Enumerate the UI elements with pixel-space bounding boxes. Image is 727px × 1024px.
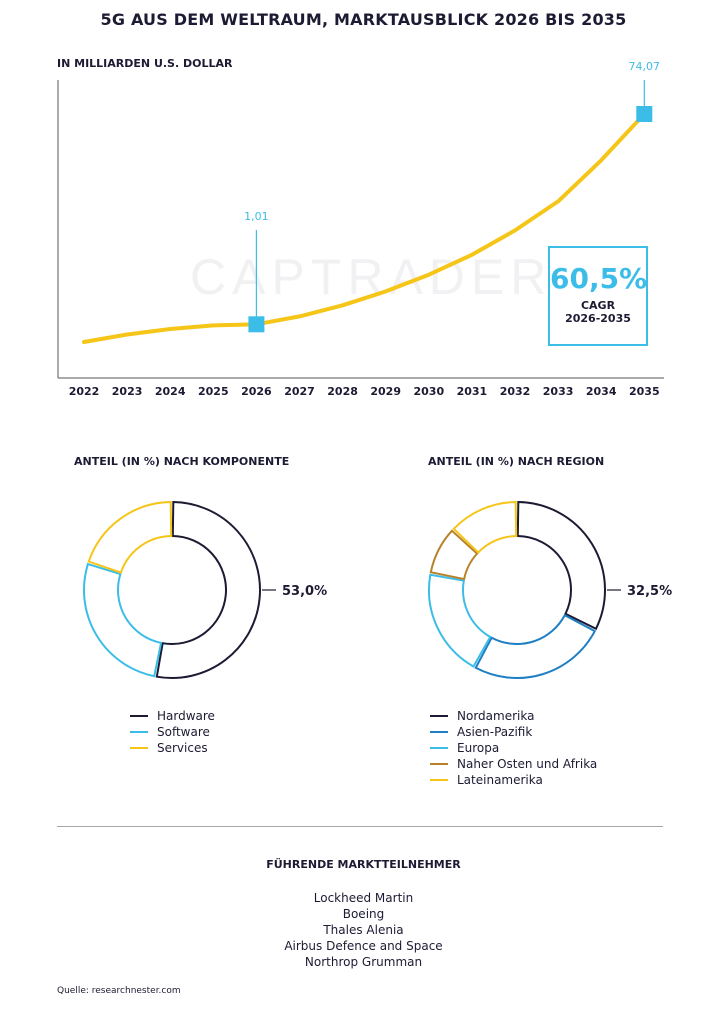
- cagr-label: CAGR: [580, 299, 616, 312]
- legend-label: Software: [157, 725, 210, 739]
- highlight-value-label: 1,01: [244, 210, 269, 223]
- player-name: Northrop Grumman: [304, 955, 423, 969]
- legend-swatch: [130, 747, 148, 749]
- legend-label: Lateinamerika: [457, 773, 543, 787]
- x-tick-label: 2032: [500, 385, 531, 398]
- legend-item: Nordamerika: [430, 708, 597, 724]
- player-name: Airbus Defence and Space: [284, 939, 443, 953]
- legend-item: Naher Osten und Afrika: [430, 756, 597, 772]
- legend-swatch: [430, 779, 448, 781]
- players-title: FÜHRENDE MARKTTEILNEHMER: [266, 858, 461, 871]
- legend-item: Europa: [430, 740, 597, 756]
- legend-label: Asien-Pazifik: [457, 725, 533, 739]
- x-tick-label: 2034: [586, 385, 617, 398]
- legend-label: Europa: [457, 741, 500, 755]
- section-divider: [57, 826, 663, 827]
- x-tick-label: 2028: [327, 385, 358, 398]
- donut-slice: [429, 529, 479, 581]
- legend-item: Lateinamerika: [430, 772, 597, 788]
- x-tick-label: 2031: [457, 385, 488, 398]
- cagr-box: 60,5% CAGR 2026-2035: [548, 246, 648, 346]
- highlight-marker: [248, 316, 265, 333]
- donut-slice: [155, 500, 261, 679]
- donut-slice: [87, 500, 173, 574]
- x-tick-label: 2023: [112, 385, 143, 398]
- x-tick-label: 2026: [241, 385, 272, 398]
- donut-slice: [516, 500, 606, 631]
- legend-label: Nordamerika: [457, 709, 535, 723]
- legend-swatch: [430, 731, 448, 733]
- series-line: [82, 112, 647, 344]
- players-list: Lockheed Martin Boeing Thales Alenia Airbus…: [0, 890, 727, 970]
- legend-swatch: [430, 763, 448, 765]
- donut-slice: [474, 613, 597, 679]
- y-axis-unit-label: IN MILLIARDEN U.S. DOLLAR: [57, 57, 233, 70]
- legend-swatch: [130, 731, 148, 733]
- x-tick-label: 2024: [155, 385, 186, 398]
- region-legend: Nordamerika Asien-Pazifik Europa Naher Oste…: [430, 708, 597, 788]
- x-tick-label: 2030: [413, 385, 444, 398]
- player-name: Lockheed Martin: [313, 891, 414, 905]
- x-tick-label: 2035: [629, 385, 660, 398]
- highlight-marker: [636, 106, 653, 122]
- region-donut-chart: 32,5%: [428, 500, 672, 679]
- legend-label: Hardware: [157, 709, 215, 723]
- source-note: Quelle: researchnester.com: [57, 986, 181, 996]
- x-tick-label: 2029: [370, 385, 401, 398]
- x-tick-label: 2027: [284, 385, 315, 398]
- donut-slice: [452, 500, 518, 554]
- region-pie-title: ANTEIL (IN %) NACH REGION: [428, 455, 605, 468]
- player-name: Boeing: [342, 907, 385, 921]
- page-title: 5G AUS DEM WELTRAUM, MARKTAUSBLICK 2026 …: [100, 10, 627, 29]
- legend-label: Naher Osten und Afrika: [457, 757, 598, 771]
- x-tick-label: 2025: [198, 385, 229, 398]
- x-tick-label: 2033: [543, 385, 574, 398]
- legend-swatch: [430, 715, 448, 717]
- x-tick-label: 2022: [69, 385, 100, 398]
- market-line-chart: 2022 2023 2024 2025 2026 2027 2028 2029 2030 2031…: [57, 60, 664, 398]
- component-donut-chart: 53,0%: [83, 500, 327, 679]
- slice-value-label: 53,0%: [282, 584, 327, 599]
- legend-item: Asien-Pazifik: [430, 724, 597, 740]
- player-name: Thales Alenia: [323, 923, 404, 937]
- legend-swatch: [430, 747, 448, 749]
- component-legend: Hardware Software Services: [130, 708, 215, 756]
- legend-swatch: [130, 715, 148, 717]
- highlight-value-label: 74,07: [629, 60, 661, 73]
- legend-label: Services: [157, 741, 208, 755]
- slice-value-label: 32,5%: [627, 584, 672, 599]
- legend-item: Services: [130, 740, 215, 756]
- legend-item: Hardware: [130, 708, 215, 724]
- cagr-period: 2026-2035: [565, 312, 631, 325]
- donut-slice: [83, 562, 163, 678]
- component-pie-title: ANTEIL (IN %) NACH KOMPONENTE: [74, 455, 290, 468]
- legend-item: Software: [130, 724, 215, 740]
- donut-slice: [428, 573, 492, 668]
- cagr-value: 60,5%: [550, 262, 648, 295]
